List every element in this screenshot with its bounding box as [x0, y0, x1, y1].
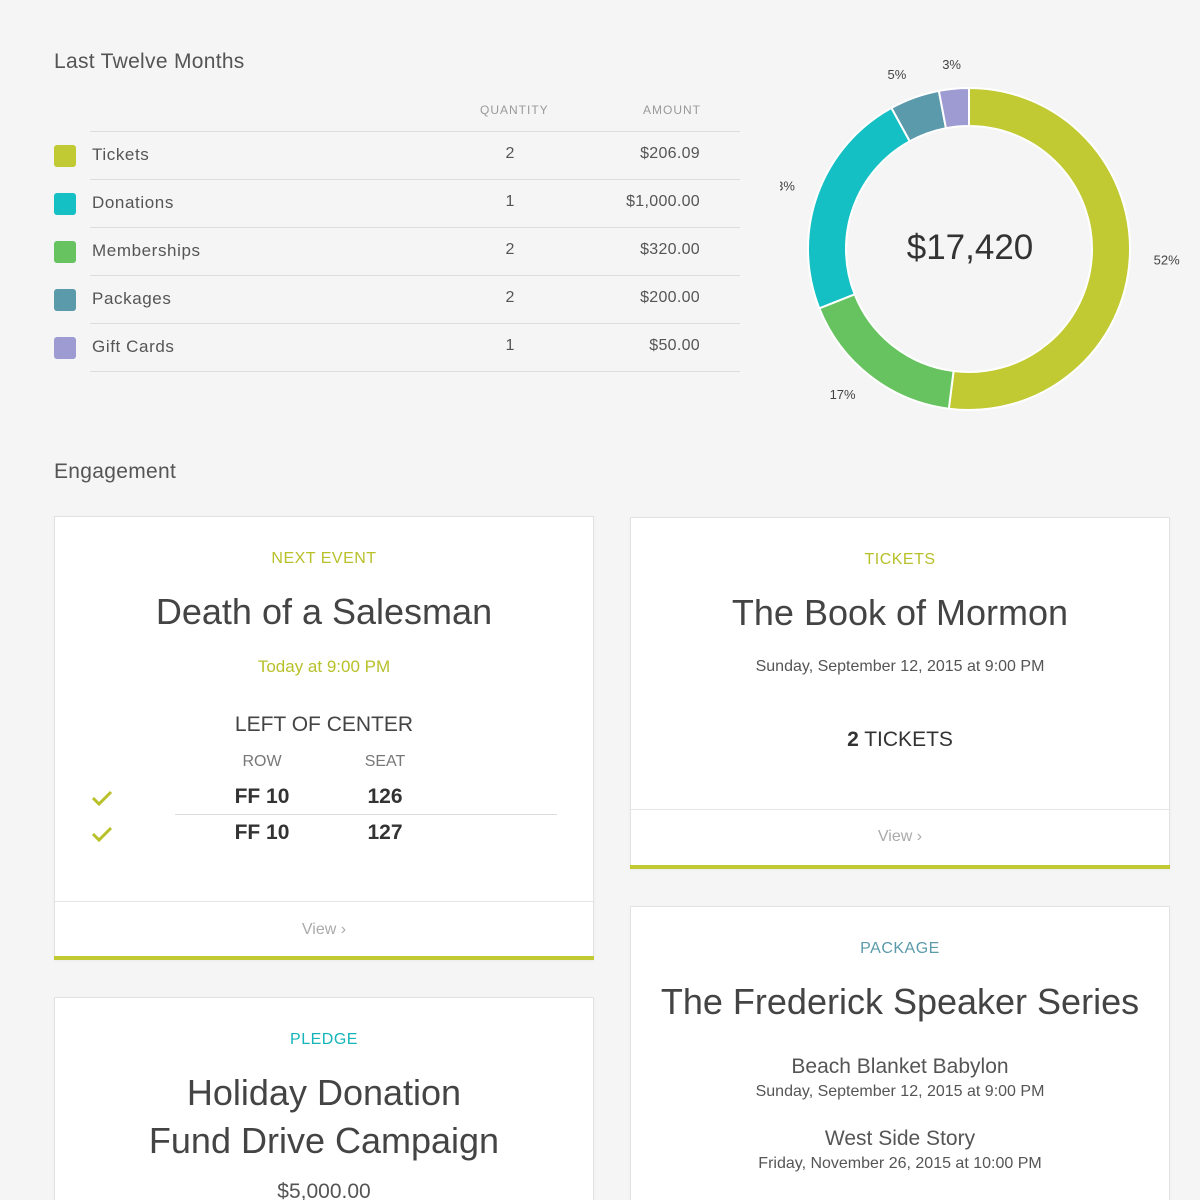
summary-row-donations: Donations 1 $1,000.00	[0, 179, 740, 227]
tickets-swatch	[54, 145, 76, 167]
row-amount: $1,000.00	[626, 193, 700, 210]
summary-row-packages: Packages 2 $200.00	[0, 275, 740, 323]
summary-table: Tickets 2 $206.09 Donations 1 $1,000.00 …	[0, 131, 740, 371]
packages-swatch	[54, 289, 76, 311]
seat-section: LEFT OF CENTER	[234, 713, 414, 736]
row-amount: $320.00	[640, 241, 700, 258]
package-event-date: Sunday, September 12, 2015 at 9:00 PM	[755, 1083, 1045, 1100]
tickets-eyebrow: TICKETS	[864, 551, 936, 568]
check-icon	[91, 790, 113, 807]
tickets-title: The Book of Mormon	[731, 592, 1069, 633]
summary-row-memberships: Memberships 2 $320.00	[0, 227, 740, 275]
next-event-view-link[interactable]: View ›	[55, 901, 593, 959]
row-label: Memberships	[92, 241, 201, 260]
row-quantity: 2	[505, 289, 515, 306]
pledge-eyebrow: PLEDGE	[290, 1031, 358, 1048]
donut-slice-label: 17%	[830, 387, 856, 402]
package-event-name: Beach Blanket Babylon	[791, 1055, 1009, 1078]
donut-total: $17,420	[906, 228, 1034, 267]
quantity-column-header: QUANTITY	[480, 103, 549, 117]
tickets-card: TICKETS The Book of Mormon Sunday, Septe…	[630, 517, 1170, 869]
row-quantity: 2	[505, 241, 515, 258]
pledge-card: PLEDGE Holiday Donation Fund Drive Campa…	[54, 997, 594, 1200]
next-event-eyebrow: NEXT EVENT	[271, 550, 377, 567]
donut-slice-label: 5%	[888, 67, 907, 82]
amount-column-header: AMOUNT	[643, 103, 701, 117]
card-accent-bar	[54, 956, 594, 960]
donations-swatch	[54, 193, 76, 215]
next-event-card: NEXT EVENT Death of a Salesman Today at …	[54, 516, 594, 960]
donut-slice-label: 23%	[780, 178, 795, 193]
row-header: ROW	[242, 753, 282, 770]
donut-slice-0	[947, 86, 1132, 411]
donut-slice-label: 3%	[942, 60, 961, 72]
next-event-time: Today at 9:00 PM	[257, 657, 391, 676]
row-quantity: 1	[505, 337, 515, 354]
tickets-count: 2 TICKETS	[631, 728, 1169, 752]
seat-divider	[175, 814, 557, 815]
pledge-amount: $5,000.00	[277, 1180, 371, 1200]
summary-row-tickets: Tickets 2 $206.09	[0, 131, 740, 179]
donut-slice-4	[937, 86, 970, 130]
section-title-last-twelve-months: Last Twelve Months	[54, 50, 245, 73]
next-event-title: Death of a Salesman	[155, 591, 493, 632]
seat-number-value: 127	[367, 821, 403, 844]
row-quantity: 2	[505, 145, 515, 162]
ticket-count-number: 2	[847, 728, 859, 751]
row-amount: $200.00	[640, 289, 700, 306]
donut-slice-label: 52%	[1154, 253, 1180, 268]
row-label: Packages	[92, 289, 172, 308]
check-icon	[91, 826, 113, 843]
package-event-date: Friday, November 26, 2015 at 10:00 PM	[758, 1155, 1042, 1172]
package-eyebrow: PACKAGE	[860, 940, 940, 957]
package-card: PACKAGE The Frederick Speaker Series Bea…	[630, 906, 1170, 1200]
memberships-swatch	[54, 241, 76, 263]
pledge-title-line-1: Holiday Donation	[186, 1072, 462, 1113]
pledge-title-line-2: Fund Drive Campaign	[148, 1120, 500, 1161]
row-quantity: 1	[505, 193, 515, 210]
revenue-donut-chart: 52% 17% 23% 5% 3%	[780, 60, 1180, 411]
seat-row-value: FF 10	[234, 821, 290, 844]
row-label: Tickets	[92, 145, 150, 164]
card-accent-bar	[630, 865, 1170, 869]
donut-slice-2	[807, 106, 912, 310]
row-amount: $206.09	[640, 145, 700, 162]
tickets-view-link[interactable]: View ›	[631, 809, 1169, 865]
gift-cards-swatch	[54, 337, 76, 359]
ticket-count-label: TICKETS	[864, 728, 953, 751]
seat-row-value: FF 10	[234, 785, 290, 808]
summary-row-gift-cards: Gift Cards 1 $50.00	[0, 323, 740, 371]
tickets-date: Sunday, September 12, 2015 at 9:00 PM	[755, 658, 1045, 675]
package-title: The Frederick Speaker Series	[660, 981, 1140, 1022]
row-label: Gift Cards	[92, 337, 175, 356]
seat-header: SEAT	[364, 753, 406, 770]
row-label: Donations	[92, 193, 174, 212]
seat-number-value: 126	[367, 785, 403, 808]
package-event-name: West Side Story	[824, 1127, 976, 1150]
row-amount: $50.00	[649, 337, 700, 354]
section-title-engagement: Engagement	[54, 460, 177, 483]
table-divider	[90, 371, 740, 372]
